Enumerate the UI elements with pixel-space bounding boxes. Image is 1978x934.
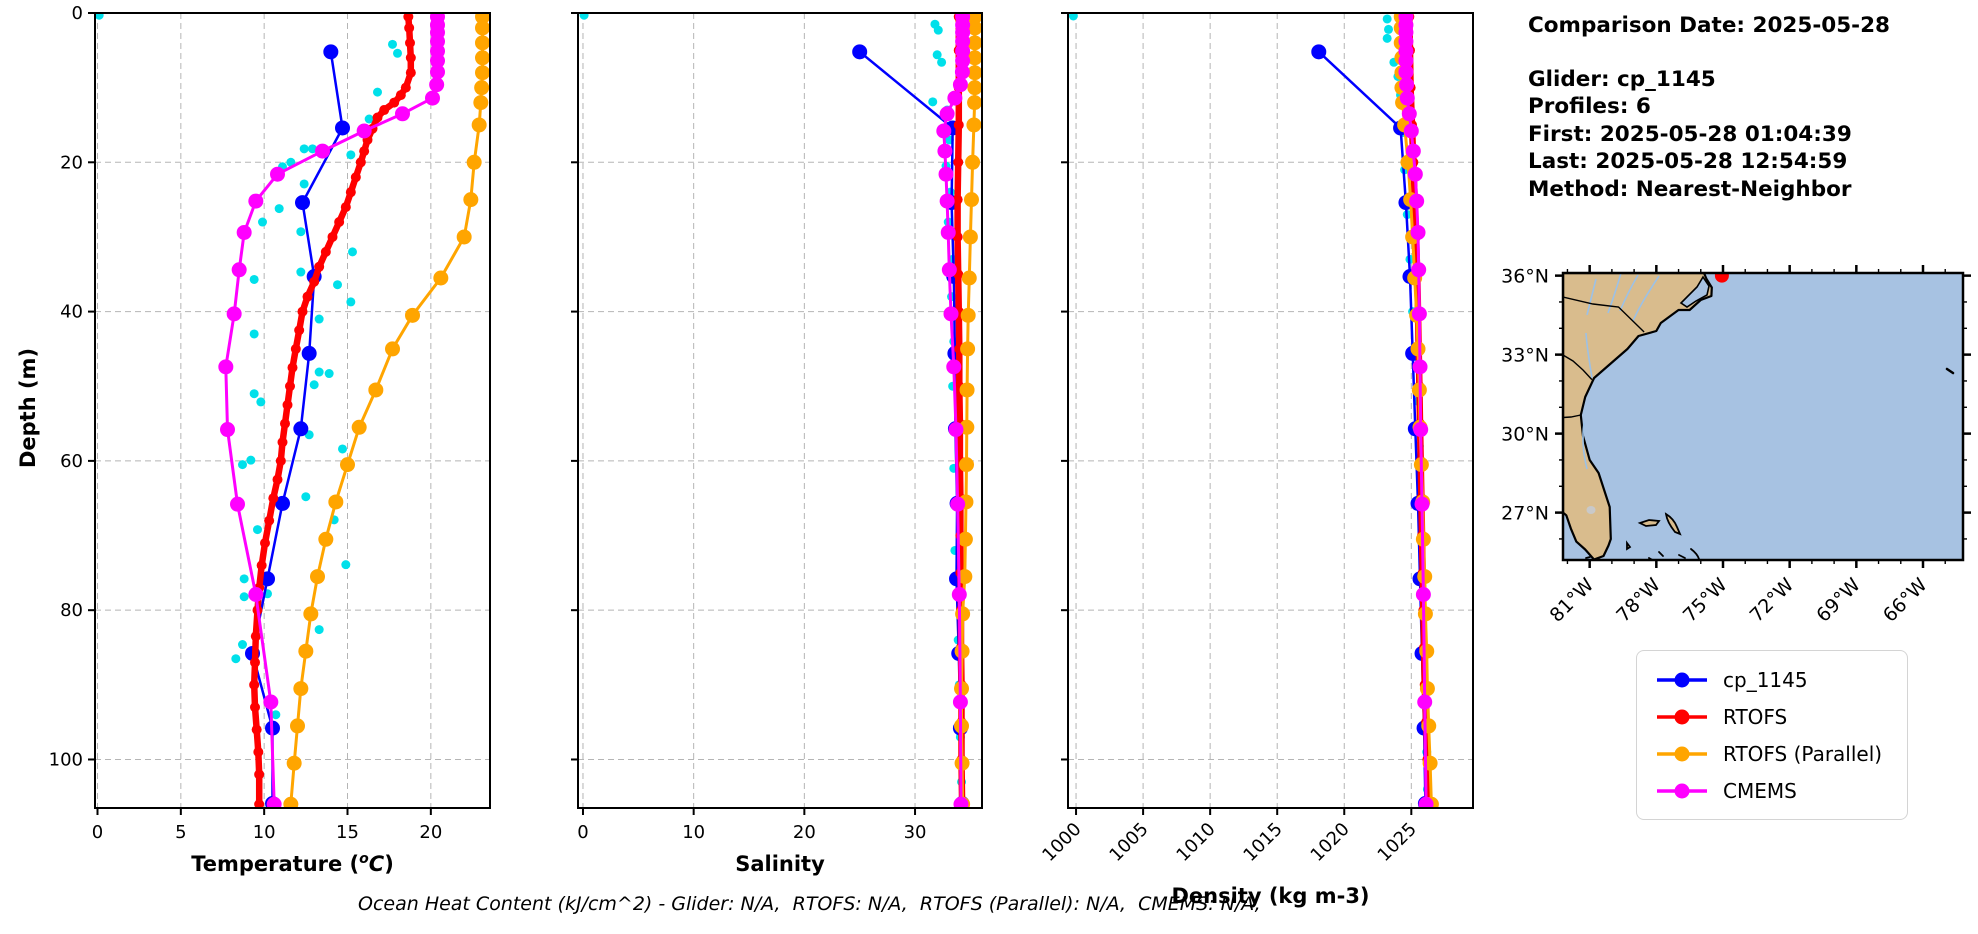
map-lat-tick-label: 33°N xyxy=(1501,345,1549,367)
svg-text:15: 15 xyxy=(336,822,359,843)
last-profile-time-text: Last: 2025-05-28 12:54:59 xyxy=(1528,149,1848,174)
series-cmems-salinity xyxy=(936,13,971,808)
legend-line-sample xyxy=(1657,746,1707,761)
map-lon-tick-label: 66°W xyxy=(1879,574,1932,627)
temperature-series-group xyxy=(95,13,490,808)
svg-text:10: 10 xyxy=(682,822,705,843)
glider-name-text: Glider: cp_1145 xyxy=(1528,66,1716,92)
map-lon-tick-label: 75°W xyxy=(1679,574,1732,627)
svg-text:1005: 1005 xyxy=(1105,819,1152,866)
map-lake-okeechobee xyxy=(1586,506,1596,514)
legend-label: RTOFS xyxy=(1723,704,1788,729)
plot-border xyxy=(577,12,983,809)
legend-line-sample xyxy=(1657,672,1707,687)
ocean-heat-content-note: Ocean Heat Content (kJ/cm^2) - Glider: N… xyxy=(358,893,1261,915)
salinity-profile-chart: 0 10 20 30 Salinity xyxy=(571,12,983,876)
series-rtofs-temperature xyxy=(249,13,416,808)
map-lat-tick-label: 30°N xyxy=(1501,424,1549,446)
svg-text:1015: 1015 xyxy=(1239,819,1286,866)
svg-text:1000: 1000 xyxy=(1038,819,1085,866)
svg-text:60: 60 xyxy=(60,451,83,472)
method-text: Method: Nearest-Neighbor xyxy=(1528,176,1852,202)
plot-border xyxy=(1067,12,1474,809)
svg-text:20: 20 xyxy=(60,152,83,173)
salinity-series-group xyxy=(579,13,982,808)
svg-text:0: 0 xyxy=(92,822,103,843)
map-lon-tick-label: 72°W xyxy=(1746,574,1799,627)
legend-item-rtofs-parallel-: RTOFS (Parallel) xyxy=(1655,735,1889,772)
map-lon-tick-label: 69°W xyxy=(1812,574,1865,627)
map-bermuda xyxy=(1945,367,1955,375)
legend-label: CMEMS xyxy=(1723,778,1797,803)
svg-text:20: 20 xyxy=(793,822,816,843)
map-rivers xyxy=(1582,273,1660,470)
series-glider-raw-scatter-temperature xyxy=(95,13,402,720)
map-lon-tick-label: 81°W xyxy=(1546,574,1599,627)
svg-text:40: 40 xyxy=(60,302,83,323)
density-axis-label: Density (kg m-3) xyxy=(1171,884,1369,908)
density-series-group xyxy=(1068,13,1439,808)
legend: cp_1145 RTOFS RTOFS (Parallel) CMEMS xyxy=(1636,650,1908,820)
depth-axis-label: Depth (m) xyxy=(16,347,40,469)
profiles-count-text: Profiles: 6 xyxy=(1528,94,1651,119)
map-body xyxy=(1563,273,1963,560)
legend-label: RTOFS (Parallel) xyxy=(1723,741,1883,766)
glider-location-marker xyxy=(1714,273,1729,283)
svg-text:0: 0 xyxy=(577,822,588,843)
axis-ticks-labels: 0 5 10 15 20 0 20 40 60 80 100 xyxy=(49,3,443,843)
legend-line-sample xyxy=(1657,783,1707,798)
map-lon-tick-label: 78°W xyxy=(1612,574,1665,627)
legend-label: cp_1145 xyxy=(1723,667,1808,692)
map-lat-tick-label: 36°N xyxy=(1501,266,1549,288)
svg-text:1020: 1020 xyxy=(1307,819,1354,866)
map-state-borders xyxy=(1563,296,1645,419)
svg-text:10: 10 xyxy=(253,822,276,843)
map-pamlico-sound xyxy=(1679,275,1710,308)
legend-item-cp-1145: cp_1145 xyxy=(1655,661,1889,698)
svg-text:20: 20 xyxy=(419,822,442,843)
salinity-axis-label: Salinity xyxy=(735,852,825,876)
svg-text:0: 0 xyxy=(72,3,83,24)
legend-item-cmems: CMEMS xyxy=(1655,772,1889,809)
svg-text:1010: 1010 xyxy=(1172,819,1219,866)
svg-text:80: 80 xyxy=(60,600,83,621)
series-cmems-temperature xyxy=(218,13,445,808)
axis-ticks-labels: 0 10 20 30 xyxy=(571,12,927,843)
series-rtofs-parallel--temperature xyxy=(283,13,490,808)
svg-text:5: 5 xyxy=(175,822,186,843)
location-map: 81°W 78°W 75°W 72°W 69°W 66°W 36°N 33°N 30°N 27°N xyxy=(1501,265,1971,627)
legend-item-rtofs: RTOFS xyxy=(1655,698,1889,735)
comparison-info-block: Comparison Date: 2025-05-28 Glider: cp_1… xyxy=(1528,12,1890,203)
legend-line-sample xyxy=(1657,709,1707,724)
comparison-date-text: Comparison Date: 2025-05-28 xyxy=(1528,13,1891,38)
first-profile-time-text: First: 2025-05-28 01:04:39 xyxy=(1528,121,1852,147)
plot-border xyxy=(94,12,491,809)
map-lat-tick-label: 27°N xyxy=(1501,503,1549,525)
temperature-axis-label: Temperature (oC) xyxy=(191,851,394,876)
series-cmems-density xyxy=(1398,13,1434,808)
plot-background xyxy=(578,13,982,808)
plot-background xyxy=(95,13,490,808)
svg-text:30: 30 xyxy=(904,822,927,843)
map-land-polygon xyxy=(1563,273,1713,560)
svg-text:100: 100 xyxy=(49,749,83,770)
temperature-profile-chart: 0 5 10 15 20 0 20 40 60 80 100 Temperature (oC) xyxy=(49,3,491,876)
svg-text:1025: 1025 xyxy=(1374,819,1421,866)
